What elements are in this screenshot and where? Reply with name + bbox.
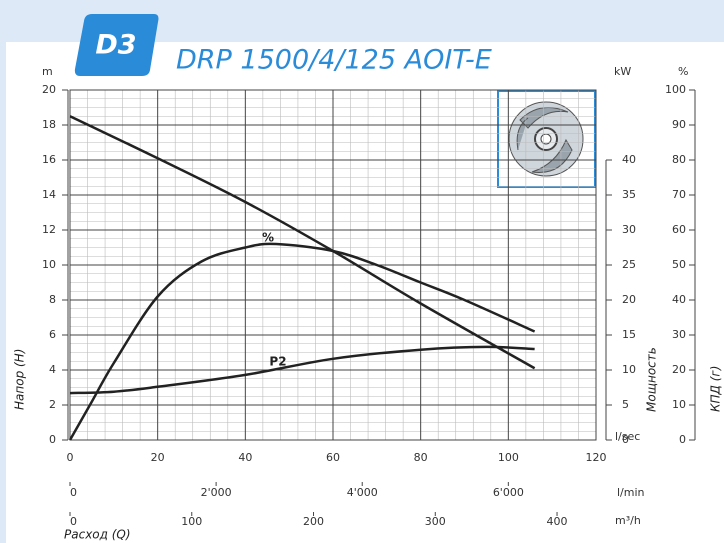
series-line	[69, 115, 536, 370]
y-unit: m	[42, 65, 53, 78]
y2-tick-label: 50	[672, 258, 686, 271]
x-tick-label: 120	[586, 451, 607, 464]
x-m3h-unit: m³/h	[615, 514, 641, 527]
y2-tick-label: 10	[672, 398, 686, 411]
y-tick-label: 16	[42, 153, 56, 166]
y2-tick-label: 60	[672, 223, 686, 236]
x-tick-label: 100	[498, 451, 519, 464]
y2-tick-label: 70	[672, 188, 686, 201]
y-tick-label: 14	[42, 188, 56, 201]
y3-tick-label: 10	[622, 363, 636, 376]
chart-title: DRP 1500/4/125 AOIT-E	[176, 45, 492, 76]
y3-tick-label: 5	[622, 398, 629, 411]
x3-tick-label: 400	[547, 515, 568, 528]
y-tick-label: 0	[49, 433, 56, 446]
series-label: P2	[269, 355, 286, 369]
y-tick-label: 18	[42, 118, 56, 131]
x-tick-label: 40	[238, 451, 252, 464]
x2-tick-label: 0	[70, 486, 77, 499]
x2-tick-label: 6'000	[493, 486, 524, 499]
panel	[6, 42, 724, 543]
y3-unit: kW	[614, 65, 631, 78]
x-label: Расход (Q)	[64, 528, 131, 542]
y3-tick-label: 20	[622, 293, 636, 306]
x3-tick-label: 0	[70, 515, 77, 528]
x-tick-label: 60	[326, 451, 340, 464]
x3-tick-label: 100	[181, 515, 202, 528]
x3-tick-label: 300	[425, 515, 446, 528]
x-lmin-unit: l/min	[617, 486, 645, 499]
y-tick-label: 8	[49, 293, 56, 306]
y3-tick-label: 35	[622, 188, 636, 201]
y2-unit: %	[678, 65, 688, 78]
y3-tick-label: 15	[622, 328, 636, 341]
y-tick-label: 12	[42, 223, 56, 236]
y2-tick-label: 100	[665, 83, 686, 96]
y3-tick-label: 30	[622, 223, 636, 236]
y-tick-label: 10	[42, 258, 56, 271]
badge: D3	[95, 30, 136, 61]
y-tick-label: 6	[49, 328, 56, 341]
x-unit: l/sec	[615, 430, 640, 443]
y2-label: КПД (г)	[709, 366, 723, 412]
x2-tick-label: 2'000	[201, 486, 232, 499]
y2-tick-label: 0	[679, 433, 686, 446]
badge-shape	[74, 14, 159, 76]
y-tick-label: 4	[49, 363, 56, 376]
y2-tick-label: 90	[672, 118, 686, 131]
y-label: Напор (H)	[13, 349, 27, 410]
y2-tick-label: 40	[672, 293, 686, 306]
series-label: %	[262, 231, 274, 245]
y3-label: Мощность	[645, 347, 659, 412]
y3-tick-label: 0	[622, 433, 629, 446]
y3-tick-label: 40	[622, 153, 636, 166]
impeller-icon	[497, 90, 596, 188]
y2-tick-label: 30	[672, 328, 686, 341]
y2-tick-label: 20	[672, 363, 686, 376]
x2-tick-label: 4'000	[347, 486, 378, 499]
y3-tick-label: 25	[622, 258, 636, 271]
y-tick-label: 20	[42, 83, 56, 96]
x3-tick-label: 200	[303, 515, 324, 528]
plot-frame	[69, 89, 597, 441]
x-tick-label: 20	[151, 451, 165, 464]
x-tick-label: 80	[414, 451, 428, 464]
series-line	[68, 242, 536, 441]
series-line	[69, 345, 535, 395]
y-tick-label: 2	[49, 398, 56, 411]
x-tick-label: 0	[67, 451, 74, 464]
y2-tick-label: 80	[672, 153, 686, 166]
